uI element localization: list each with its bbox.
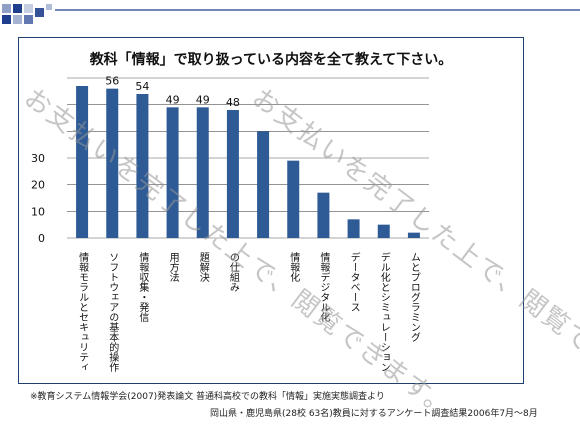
chart-panel: 0 10 20 30 56 54 49 49 48 情報モラルとセキュリティ ソフトウェアの基本… xyxy=(18,37,524,384)
y-tick-label: 10 xyxy=(31,205,45,218)
data-label: 56 xyxy=(105,75,119,88)
data-label: 54 xyxy=(135,80,149,93)
bar xyxy=(136,94,149,238)
bar xyxy=(317,192,330,238)
x-tick-label: データベース xyxy=(348,251,360,312)
deco-square xyxy=(2,4,11,13)
deco-square xyxy=(2,15,11,24)
x-tick-label: 情報化 xyxy=(288,251,300,282)
chart-title: 教科「情報」で取り扱っている内容を全て教えて下さい。 xyxy=(90,51,453,68)
bar xyxy=(377,224,390,238)
bar xyxy=(287,160,300,238)
deco-square xyxy=(24,4,33,13)
bar xyxy=(257,131,270,238)
x-tick-label: ムとプログラミング xyxy=(408,252,420,342)
x-tick-label: 題解決 xyxy=(197,252,209,283)
x-tick-label: 情報デジタル化 xyxy=(318,251,330,322)
bar xyxy=(347,219,360,238)
x-tick-label: ソフトウェアの基本的操作 xyxy=(107,252,119,372)
data-label: 49 xyxy=(166,93,180,106)
data-label: 48 xyxy=(226,96,240,109)
bar xyxy=(166,107,179,238)
y-tick-label: 30 xyxy=(31,152,45,165)
deco-square xyxy=(46,4,52,10)
bar xyxy=(76,86,89,238)
y-tick-label: 20 xyxy=(31,179,45,192)
data-label: 49 xyxy=(196,93,210,106)
bar-chart: 0 10 20 30 56 54 49 49 48 情報モラルとセキュリティ ソフトウェアの基本… xyxy=(31,51,453,372)
x-tick-label: の仕組み xyxy=(227,252,239,292)
footnote: ※教育システム情報学会(2007)発表論文 普通科高校での教科「情報」実施実態調… xyxy=(30,392,385,402)
bar xyxy=(106,88,119,238)
source-note: 岡山県・鹿児島県(28校 63名)教員に対するアンケート調査結果2006年7月～… xyxy=(210,409,538,419)
deco-square xyxy=(13,4,22,13)
x-tick-label: 情報収集・発信 xyxy=(137,251,149,323)
deco-square xyxy=(35,8,44,17)
bar xyxy=(407,232,420,238)
bar xyxy=(226,110,239,238)
bar xyxy=(196,107,209,238)
x-tick-label: 用方法 xyxy=(167,252,179,283)
deco-square xyxy=(24,15,33,24)
x-tick-label: 情報モラルとセキュリティ xyxy=(77,251,89,372)
deco-square xyxy=(13,15,22,24)
header-decoration xyxy=(2,4,580,24)
x-tick-label: デル化とシミュレーション xyxy=(378,251,390,372)
y-tick-label: 0 xyxy=(38,232,45,245)
